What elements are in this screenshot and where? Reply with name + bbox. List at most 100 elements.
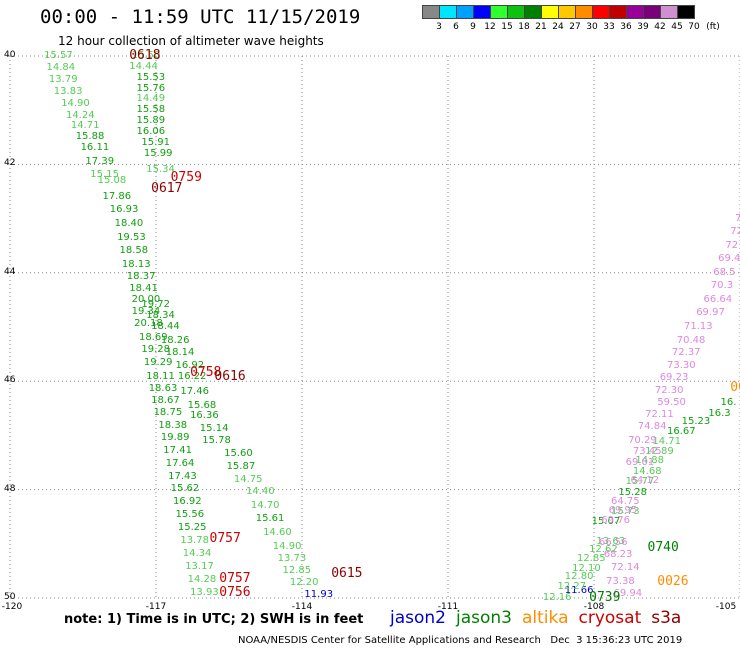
wave-height-label: 15.73 xyxy=(611,506,640,518)
wave-height-label: 59.50 xyxy=(657,396,686,408)
legend-swatch xyxy=(592,5,610,19)
wave-height-label: 74.84 xyxy=(637,421,667,433)
lon-tick-label: -105 xyxy=(715,602,737,612)
wave-height-label: 15.77 xyxy=(625,476,655,487)
wave-height-label: 70.3 xyxy=(710,280,734,292)
legend-label: 39 xyxy=(637,22,649,32)
wave-height-label: 18.37 xyxy=(126,271,156,283)
satellite-label: s3a xyxy=(651,608,682,628)
wave-height-label: 16.11 xyxy=(80,142,110,154)
wave-height-map: 40 42 44 46 48 50 -120 -117 -114 -111 -108 -105 15.5… xyxy=(2,49,740,612)
color-legend-labels: 3 6 9 12 15 18 21 24 27 30 33 36 39 42 45 70 (ft) xyxy=(420,22,740,34)
pass-time-label: 0758 xyxy=(190,365,222,381)
wave-height-label: 16.93 xyxy=(109,204,139,216)
wave-height-label: 18.40 xyxy=(114,218,144,230)
lon-tick-label: -120 xyxy=(1,602,23,612)
satellite-legend: jason2 jason3 altika cryosat s3a xyxy=(390,608,691,628)
wave-height-label: 66.64 xyxy=(703,293,733,305)
wave-height-label: 73.30 xyxy=(667,360,696,372)
lat-tick-label: 48 xyxy=(4,483,16,494)
wave-height-label: 13.93 xyxy=(190,586,219,598)
color-legend xyxy=(422,5,695,19)
wave-height-label: 14.75 xyxy=(233,473,263,485)
wave-height-label: 14.40 xyxy=(246,486,275,498)
wave-height-label: 15.88 xyxy=(75,131,105,143)
wave-height-label: 18.38 xyxy=(158,419,188,431)
wave-height-label: 12.62 xyxy=(589,544,618,556)
wave-height-label: 16.92 xyxy=(175,360,205,372)
wave-height-label: 69.95 xyxy=(608,505,638,517)
wave-height-label: 72 xyxy=(730,226,740,238)
pass-time-label: 0618 xyxy=(129,48,161,63)
legend-swatch xyxy=(490,5,508,19)
wave-height-label: 14.60 xyxy=(263,526,292,538)
legend-label: 3 xyxy=(436,22,442,32)
wave-height-label: 15.62 xyxy=(170,482,200,494)
wave-height-label: 64.12 xyxy=(630,475,660,487)
wave-height-label: 69.01 xyxy=(625,456,655,468)
wave-height-label: 18.34 xyxy=(146,310,175,322)
wave-height-label: 18.14 xyxy=(165,347,195,359)
legend-swatch xyxy=(660,5,678,19)
wave-height-label: 18.13 xyxy=(121,258,151,270)
page-subtitle: 12 hour collection of altimeter wave hei… xyxy=(58,34,324,48)
legend-swatch xyxy=(439,5,457,19)
wave-height-label: 12.20 xyxy=(289,576,319,588)
legend-swatch xyxy=(422,5,440,19)
wave-height-label: 12.16 xyxy=(542,592,572,603)
wave-height-label: 13.17 xyxy=(185,560,214,572)
wave-height-label: 19.34 xyxy=(131,305,161,317)
pass-time-label: 0739 xyxy=(589,590,621,605)
wave-height-label: 18.26 xyxy=(160,334,190,346)
credit-line: NOAA/NESDIS Center for Satellite Applica… xyxy=(238,635,683,646)
satellite-label: altika xyxy=(522,608,569,628)
wave-height-label: 12.85 xyxy=(576,552,606,564)
legend-label: 30 xyxy=(586,22,598,32)
wave-height-label: 13.83 xyxy=(53,85,83,97)
wave-height-label: 15.08 xyxy=(97,174,127,186)
wave-height-label: 19.29 xyxy=(143,356,173,368)
wave-height-label: 16.67 xyxy=(667,426,696,438)
wave-height-label: 15.15 xyxy=(90,169,119,181)
wave-height-label: 15.25 xyxy=(177,521,207,533)
legend-label: 42 xyxy=(654,22,666,32)
wave-height-label: 15.07 xyxy=(591,516,621,528)
pass-time-label: 0757 xyxy=(219,571,251,587)
wave-height-label: 15.50 xyxy=(131,50,161,61)
wave-height-label: 18.11 xyxy=(146,370,175,382)
wave-height-label: 70.29 xyxy=(628,434,657,446)
legend-label: 70 xyxy=(688,22,700,32)
legend-label: 33 xyxy=(603,22,615,32)
lon-tick-label: -111 xyxy=(437,602,459,612)
wave-height-label: 69.4 xyxy=(718,253,740,265)
wave-height-label: 15.87 xyxy=(226,460,256,472)
legend-swatch xyxy=(558,5,576,19)
wave-height-label: 13.79 xyxy=(48,73,78,85)
pass-time-label: 0740 xyxy=(647,540,679,556)
lat-tick-label: 44 xyxy=(4,266,16,277)
wave-height-label: 12.85 xyxy=(282,564,312,576)
wave-height-label: 19.89 xyxy=(160,432,190,444)
wave-height-label: 12.27 xyxy=(557,581,587,593)
legend-swatch xyxy=(456,5,474,19)
wave-height-label: 14.34 xyxy=(182,547,212,559)
lat-tick-label: 40 xyxy=(4,50,16,60)
legend-swatch xyxy=(575,5,593,19)
legend-swatch xyxy=(473,5,491,19)
wave-height-label: 12.89 xyxy=(645,445,674,457)
wave-height-label: 72 xyxy=(725,239,739,251)
pass-time-label: 0617 xyxy=(151,180,183,196)
wave-height-label: 18.75 xyxy=(153,406,183,418)
wave-height-label: 72.11 xyxy=(645,408,674,420)
wave-height-label: 15.28 xyxy=(618,486,647,498)
map-grid xyxy=(9,55,740,599)
pass-time-label: 0756 xyxy=(219,584,251,600)
pass-time-label: 002 xyxy=(730,379,740,395)
wave-height-label: 14.70 xyxy=(250,499,280,511)
wave-height-label: 15.57 xyxy=(44,50,73,61)
pass-time-label: 0759 xyxy=(170,169,202,185)
lon-tick-label: -114 xyxy=(291,602,313,612)
wave-height-label: 17.86 xyxy=(102,190,132,202)
legend-swatch xyxy=(643,5,661,19)
legend-label: 24 xyxy=(552,22,564,32)
